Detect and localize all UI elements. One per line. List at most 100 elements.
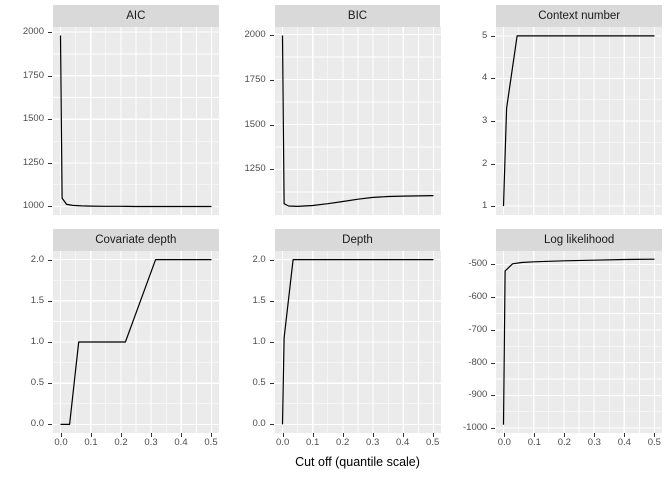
- strip-depth: Depth: [274, 229, 441, 251]
- strip-title: Context number: [538, 10, 621, 22]
- y-tick-label: 1250: [22, 156, 44, 168]
- strip-title: Covariate depth: [95, 234, 177, 246]
- y-tick-mark: [491, 428, 496, 429]
- y-axis-context-number: 1 2 3 4 5: [448, 27, 496, 215]
- y-tick-mark: [48, 32, 52, 33]
- strip-title: BIC: [347, 10, 368, 22]
- y-axis-log-likelihood: -1000 -900 -800 -700 -600 -500: [448, 251, 496, 433]
- y-tick-mark: [491, 363, 496, 364]
- y-tick-label: 0.5: [252, 377, 266, 389]
- y-tick-mark: [491, 395, 496, 396]
- y-tick-mark: [491, 264, 496, 265]
- facet-row-top: AIC 1000 1250 1500 1750 2000 BIC 1250 1500 175…: [5, 5, 663, 215]
- panel-aic: [53, 27, 219, 215]
- y-tick-label: -700: [468, 323, 488, 335]
- y-tick-mark: [48, 119, 52, 120]
- y-tick-mark: [269, 424, 274, 425]
- y-tick-mark: [269, 342, 274, 343]
- strip-title: Depth: [342, 234, 373, 246]
- y-tick-label: 2: [482, 157, 488, 169]
- x-tick-mark: [654, 433, 656, 437]
- y-tick-mark: [48, 424, 52, 425]
- strip-aic: AIC: [53, 5, 219, 27]
- panel-canvas: [53, 27, 219, 215]
- y-axis-covariate-depth: 0.0 0.5 1.0 1.5 2.0: [5, 251, 53, 433]
- y-tick-mark: [269, 260, 274, 261]
- x-axis-covariate-depth: 0.0 0.1 0.2 0.3 0.4 0.5: [53, 433, 219, 450]
- y-tick-label: 1.5: [252, 294, 266, 306]
- y-tick-label: 4: [482, 72, 488, 84]
- y-tick-label: 1500: [244, 118, 266, 130]
- panel-canvas: [274, 251, 441, 433]
- x-tick-label: 0.1: [306, 437, 320, 448]
- y-tick-mark: [48, 383, 52, 384]
- strip-log-likelihood: Log likelihood: [496, 229, 662, 251]
- y-tick-label: 2.0: [252, 253, 266, 265]
- y-tick-label: -800: [468, 356, 488, 368]
- x-tick-mark: [534, 433, 536, 437]
- x-tick-label: 0.5: [204, 437, 218, 448]
- x-tick-mark: [121, 433, 122, 437]
- y-tick-label: -600: [468, 291, 488, 303]
- y-tick-mark: [48, 260, 52, 261]
- x-axis-title: Cut off (quantile scale): [295, 455, 420, 469]
- x-tick-label: 0.0: [276, 437, 290, 448]
- panel-context-number: [496, 27, 663, 215]
- x-tick-label: 0.5: [647, 437, 661, 448]
- x-tick-mark: [594, 433, 596, 437]
- y-tick-mark: [491, 36, 496, 37]
- strip-covariate-depth: Covariate depth: [53, 229, 219, 251]
- y-tick-label: -900: [468, 389, 488, 401]
- y-tick-label: 3: [482, 115, 488, 126]
- x-tick-mark: [564, 433, 566, 437]
- y-tick-mark: [269, 80, 274, 81]
- y-tick-mark: [48, 342, 52, 343]
- y-tick-mark: [491, 206, 496, 207]
- x-tick-mark: [624, 433, 626, 437]
- y-tick-label: -1000: [463, 422, 488, 434]
- y-tick-mark: [48, 206, 52, 207]
- x-tick-mark: [342, 433, 344, 437]
- panel-log-likelihood: [496, 251, 663, 433]
- x-tick-label: 0.0: [54, 437, 68, 448]
- x-tick-label: 0.2: [557, 437, 571, 448]
- x-tick-label: 0.3: [587, 437, 601, 448]
- x-axis-log-likelihood: 0.0 0.1 0.2 0.3 0.4 0.5: [496, 433, 662, 450]
- y-tick-mark: [48, 301, 52, 302]
- y-tick-label: 0.5: [30, 377, 44, 389]
- y-tick-label: 1.0: [30, 336, 44, 347]
- x-tick-label: 0.2: [114, 437, 128, 448]
- y-tick-mark: [269, 301, 274, 302]
- y-tick-label: 1000: [22, 200, 44, 212]
- y-tick-mark: [269, 125, 274, 126]
- x-tick-label: 0.0: [497, 437, 511, 448]
- y-tick-label: 1: [482, 200, 488, 212]
- panel-canvas: [53, 251, 219, 433]
- x-tick-mark: [91, 433, 92, 437]
- x-tick-label: 0.3: [366, 437, 380, 448]
- y-tick-label: 0.0: [30, 418, 44, 430]
- y-tick-label: 1750: [22, 69, 44, 81]
- y-tick-mark: [491, 121, 496, 122]
- y-tick-label: 1250: [244, 163, 266, 175]
- panel-covariate-depth: [53, 251, 219, 433]
- x-tick-mark: [504, 433, 506, 437]
- strip-bic: BIC: [274, 5, 441, 27]
- y-tick-mark: [491, 164, 496, 165]
- x-tick-label: 0.4: [396, 437, 410, 448]
- strip-title: Log likelihood: [543, 234, 615, 246]
- y-tick-label: 1.5: [30, 294, 44, 306]
- y-tick-mark: [491, 330, 496, 331]
- x-tick-mark: [432, 433, 434, 437]
- facet-context-number: Context number 1 2 3 4 5: [448, 5, 663, 215]
- x-tick-label: 0.5: [426, 437, 440, 448]
- facet-bic: BIC 1250 1500 1750 2000: [227, 5, 441, 215]
- x-tick-label: 0.1: [84, 437, 98, 448]
- x-tick-mark: [181, 433, 182, 437]
- y-axis-aic: 1000 1250 1500 1750 2000: [5, 27, 53, 215]
- panel-depth: [274, 251, 441, 433]
- y-tick-label: 1750: [244, 73, 266, 85]
- panel-canvas: [496, 251, 663, 433]
- y-tick-label: 1500: [22, 113, 44, 125]
- x-tick-mark: [61, 433, 62, 437]
